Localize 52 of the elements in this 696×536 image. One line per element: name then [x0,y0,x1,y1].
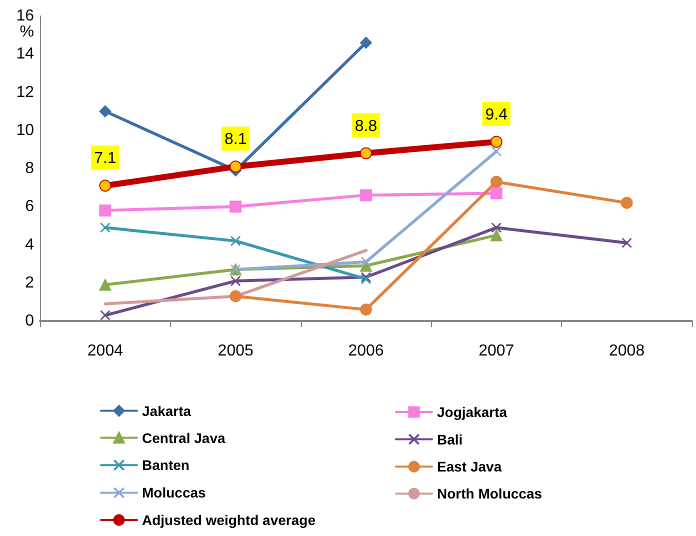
legend-label: Adjusted weightd average [142,512,316,528]
point [360,36,372,49]
legend-label: Bali [437,431,463,448]
point [490,229,502,242]
legend-label: North Moluccas [437,486,542,502]
x-tick-label: 2008 [609,342,645,360]
point [490,176,502,188]
x-tick-label: 2006 [348,342,384,360]
point [99,278,112,291]
point [230,276,241,286]
y-tick-label: 16 [16,8,34,24]
point [491,222,502,233]
y-tick-label: 0 [25,312,34,330]
legend-label: Jakarta [142,402,192,419]
legend-label: East Java [437,458,502,475]
point [99,204,112,216]
y-tick-label: 10 [16,122,34,139]
y-tick-label: 2 [25,274,34,292]
data-label: 9.4 [485,106,508,124]
point [100,310,110,321]
point [622,238,632,248]
point [360,256,372,268]
point [491,146,502,157]
legend-label: Banten [142,457,190,474]
point [360,147,372,160]
legend-label: Central Java [142,430,226,446]
x-tick-label: 2005 [218,342,254,360]
point [360,304,372,316]
y-tick-label: 8 [25,160,34,177]
point [99,180,112,192]
point [230,290,242,302]
point [360,189,372,202]
point [230,236,241,246]
y-tick-label: 6 [25,198,34,216]
x-tick-label: 2007 [478,342,514,360]
legend-label: Jogjakarta [437,404,508,420]
point [100,222,110,233]
point [230,200,242,213]
point [99,105,112,118]
data-label: 8.8 [354,118,378,135]
y-axis-title: % [20,24,34,40]
point [490,187,502,200]
point [230,160,242,173]
y-tick-label: 12 [16,84,34,101]
x-tick-label: 2004 [87,342,124,360]
point [620,196,633,209]
legend-label: Moluccas [142,484,206,501]
data-label: 8.1 [224,131,247,148]
y-tick-label: 4 [25,236,34,254]
point [490,136,502,148]
data-label: 7.1 [94,150,116,168]
y-tick-label: 14 [16,46,34,63]
